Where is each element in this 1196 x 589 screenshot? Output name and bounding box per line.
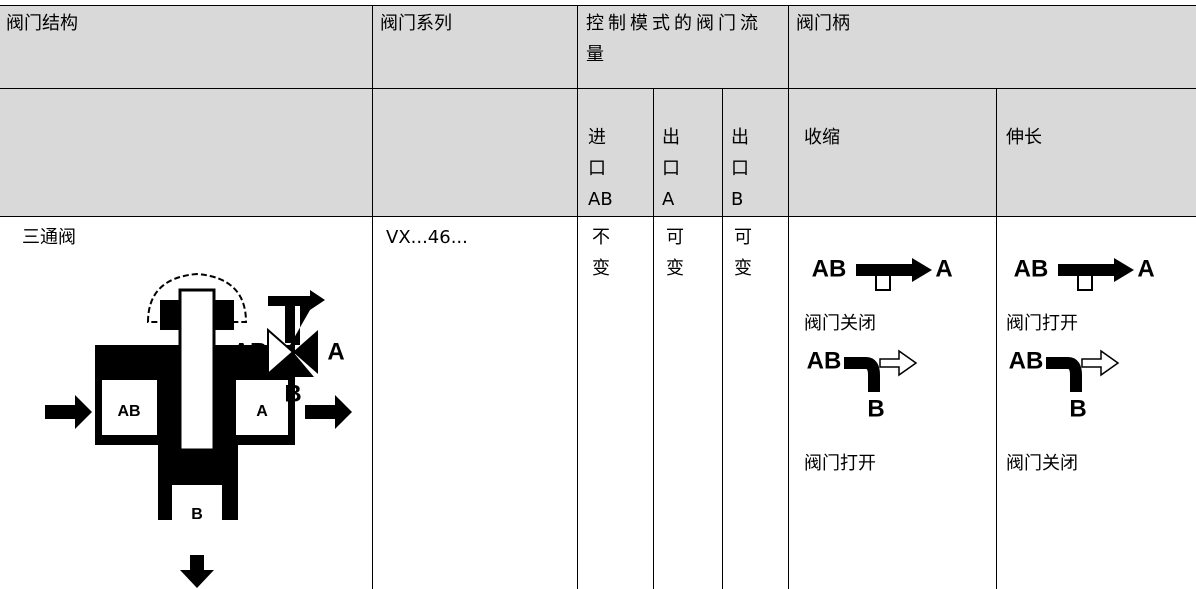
header-cell: 控制模式的阀门流量 (586, 13, 762, 65)
label: A (256, 403, 268, 420)
icon-label: AB (1009, 347, 1044, 374)
icon-tap (1077, 276, 1093, 291)
icon-tap (875, 276, 891, 291)
cell: 不变 (592, 227, 610, 279)
icon-label: B (1069, 395, 1086, 422)
label: B (191, 506, 203, 523)
icon-bend (844, 357, 880, 392)
label: A (327, 338, 344, 365)
cell: 阀门关闭 (804, 313, 876, 334)
cell: 可变 (666, 227, 684, 279)
icon-arrow (1114, 258, 1134, 282)
icon-hollow-arrow (879, 349, 918, 377)
label: AB (117, 403, 140, 420)
cell: 阀门打开 (1006, 313, 1078, 334)
icon-bend (1046, 357, 1082, 392)
header-cell: 出口B (731, 127, 749, 210)
header-bg (0, 5, 788, 216)
icon-bar (856, 264, 914, 276)
header-cell: 阀门结构 (6, 13, 78, 34)
label: B (284, 380, 301, 407)
cell: 阀门关闭 (1006, 453, 1078, 474)
icon-label: AB (1014, 255, 1049, 282)
valve-drawing: AB A B (45, 272, 352, 588)
icon-bar (1058, 264, 1116, 276)
icon-label: A (935, 255, 952, 282)
valve-symbol: AB A B (233, 290, 345, 407)
icon-label: AB (812, 255, 847, 282)
header-cell: 进口AB (588, 127, 613, 210)
icon-label: AB (807, 347, 842, 374)
cell: 可变 (734, 227, 752, 279)
icon-arrow (912, 258, 932, 282)
icon-label: A (1137, 255, 1154, 282)
cell: VX...46... (386, 227, 468, 248)
header-cell: 伸长 (1006, 127, 1042, 148)
header-cell: 阀门系列 (380, 13, 452, 34)
header-cell: 出口A (662, 127, 680, 210)
cell: 三通阀 (22, 227, 76, 248)
icon-label: B (867, 395, 884, 422)
header-cell: 收缩 (804, 127, 840, 148)
cell: 阀门打开 (804, 453, 876, 474)
header-bg (788, 5, 1196, 216)
grid (0, 5, 1196, 589)
label: AB (233, 338, 268, 365)
header-cell: 阀门柄 (796, 13, 850, 34)
icon-hollow-arrow (1081, 349, 1120, 377)
